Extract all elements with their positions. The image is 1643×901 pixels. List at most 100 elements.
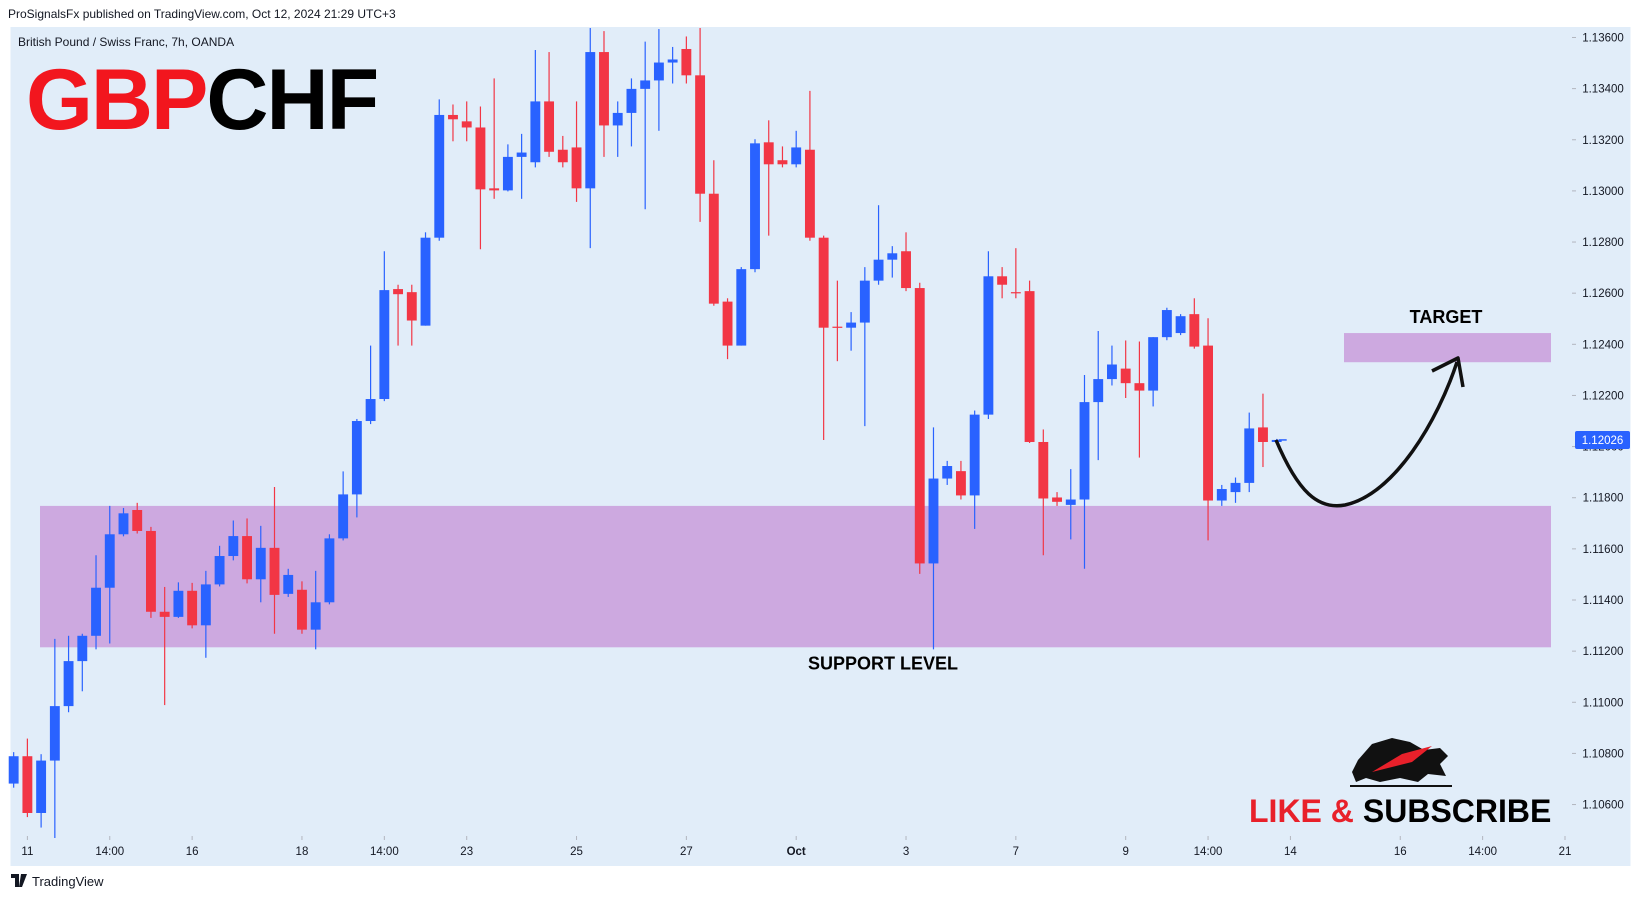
header: ProSignalsFx published on TradingView.co… <box>8 7 396 21</box>
candle-body <box>804 149 815 238</box>
candle-body <box>667 59 678 63</box>
y-tick-label: 1.11000 <box>1583 697 1624 709</box>
candle-body <box>118 513 129 535</box>
y-tick-label: 1.11400 <box>1583 595 1624 607</box>
x-tick-label: Oct <box>787 846 806 858</box>
candle-body <box>914 288 925 564</box>
candle-body <box>777 160 788 165</box>
candle-body <box>585 52 596 189</box>
chart-background <box>10 27 1631 866</box>
candle-body <box>159 611 170 617</box>
candle-body <box>1052 497 1062 502</box>
zone-label: SUPPORT LEVEL <box>808 653 958 673</box>
y-tick-label: 1.13600 <box>1582 32 1624 44</box>
candle-body <box>379 290 390 400</box>
candle-body <box>22 756 33 813</box>
candle-body <box>722 301 733 346</box>
candle-body <box>214 556 225 585</box>
candle-body <box>228 536 239 557</box>
x-tick-label: 9 <box>1122 846 1128 858</box>
candle-body <box>708 193 719 304</box>
y-tick-label: 1.12800 <box>1582 237 1624 249</box>
candle-body <box>571 147 582 189</box>
candle-body <box>461 121 472 128</box>
candle-body <box>1230 482 1241 493</box>
candle-body <box>1038 441 1049 499</box>
candle-body <box>187 590 198 626</box>
y-tick-label: 1.13000 <box>1582 186 1624 198</box>
x-tick-label: 16 <box>186 846 199 858</box>
y-tick-label: 1.12600 <box>1582 288 1624 300</box>
x-tick-label: 14:00 <box>370 846 399 858</box>
candles <box>8 28 1282 839</box>
x-tick-label: 3 <box>903 846 909 858</box>
cta-part: LIKE & <box>1249 793 1354 829</box>
candle-body <box>434 114 445 238</box>
x-tick-label: 27 <box>680 846 693 858</box>
candle-body <box>283 574 294 594</box>
y-tick-label: 1.11800 <box>1583 493 1624 505</box>
y-tick-label: 1.11200 <box>1583 646 1624 658</box>
candle-body <box>200 584 211 626</box>
candle-body <box>324 538 335 603</box>
candle-body <box>942 466 953 479</box>
zone <box>1344 333 1551 363</box>
y-tick-label: 1.10600 <box>1582 800 1624 812</box>
tv-icon <box>11 874 27 887</box>
candle-body <box>1148 337 1159 391</box>
candle-body <box>983 276 994 415</box>
candle-body <box>557 149 568 163</box>
footer-logo: TradingView <box>11 874 104 889</box>
candle-body <box>1010 292 1021 294</box>
candle-body <box>173 590 184 617</box>
bull-logo <box>1350 738 1452 787</box>
y-tick-label: 1.12200 <box>1582 390 1624 402</box>
y-tick-label: 1.10800 <box>1582 748 1624 760</box>
candle-body <box>1216 489 1227 501</box>
x-tick-label: 14:00 <box>1468 846 1497 858</box>
x-tick-label: 16 <box>1394 846 1407 858</box>
candle-body <box>1189 314 1200 347</box>
x-tick-label: 23 <box>460 846 473 858</box>
candle-body <box>351 421 362 495</box>
call-to-action: LIKE & SUBSCRIBE <box>1249 793 1551 829</box>
forecast-arrow <box>1274 361 1459 508</box>
candle-body <box>146 530 156 612</box>
y-tick-label: 1.13400 <box>1582 84 1624 96</box>
candle-body <box>846 322 857 328</box>
candle-body <box>530 101 541 163</box>
zone <box>40 505 1551 648</box>
candle-body <box>626 88 637 113</box>
candle-body <box>791 147 802 165</box>
candle-body <box>901 251 911 289</box>
candle-body <box>36 760 47 813</box>
x-tick-label: 21 <box>1559 846 1572 858</box>
x-tick-label: 18 <box>296 846 309 858</box>
candle-body <box>763 142 774 165</box>
candle-body <box>1065 499 1076 505</box>
candle-body <box>393 289 404 295</box>
candle-body <box>365 399 376 422</box>
candle-body <box>1244 428 1255 483</box>
bull-accent <box>1372 746 1432 772</box>
subtitle: British Pound / Swiss Franc, 7h, OANDA <box>18 35 234 49</box>
candle-body <box>695 75 706 194</box>
candle-body <box>736 269 747 346</box>
chart-title: GBPCHF <box>26 52 377 148</box>
y-tick-label: 1.11600 <box>1583 544 1624 556</box>
candle-body <box>502 156 513 191</box>
candle-body <box>242 536 252 580</box>
candle-body <box>49 706 60 761</box>
candle-body <box>832 326 843 328</box>
arrow-head <box>1431 356 1465 388</box>
candle-body <box>1107 364 1117 380</box>
candle-body <box>653 62 664 81</box>
candle-body <box>1093 379 1104 403</box>
candle-body <box>63 661 74 707</box>
candle-body <box>1024 291 1035 442</box>
candle-body <box>859 280 870 323</box>
x-tick-label: 25 <box>570 846 583 858</box>
candle-body <box>406 292 417 321</box>
candle-body <box>969 414 980 496</box>
candle-body <box>955 471 966 496</box>
